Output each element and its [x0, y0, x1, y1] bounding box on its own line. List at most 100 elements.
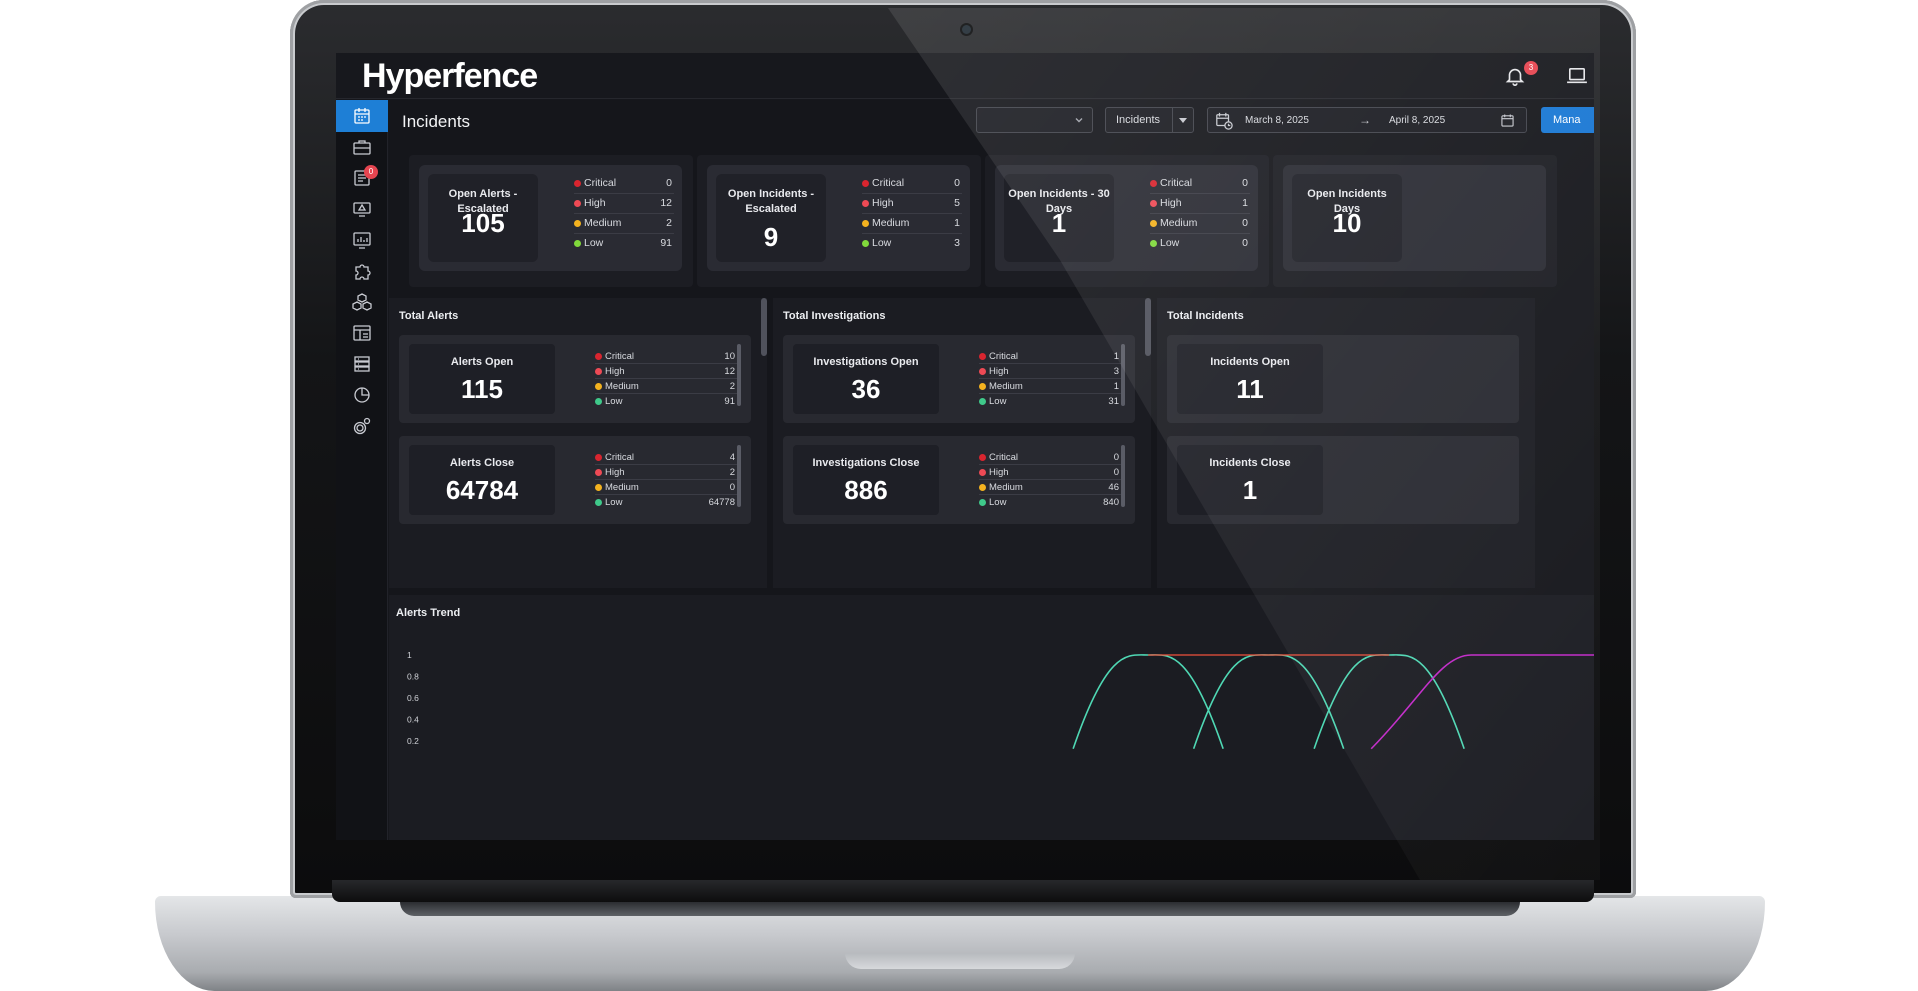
sidebar-item-incidents-nav[interactable]: [336, 100, 388, 132]
scrollbar-thumb[interactable]: [737, 344, 741, 406]
calendar-icon[interactable]: [1501, 114, 1514, 127]
total-summary: Investigations Close 886: [793, 445, 939, 515]
kpi-summary: Open Incidents - Escalated 9: [716, 174, 826, 262]
severity-dot-icon: [595, 383, 602, 390]
severity-row: High 1: [1150, 194, 1250, 214]
severity-name: High: [584, 197, 606, 209]
date-range-picker[interactable]: March 8, 2025 → April 8, 2025: [1207, 107, 1527, 133]
severity-name: Critical: [872, 177, 905, 189]
severity-name: Low: [584, 237, 604, 249]
filter-select[interactable]: [976, 107, 1093, 133]
manage-button[interactable]: Mana: [1541, 107, 1594, 133]
kpi-card[interactable]: Open Alerts - Escalated 105 Critical 0 H…: [409, 155, 693, 287]
kpi-value: 9: [763, 222, 779, 252]
severity-dot-icon: [862, 180, 869, 187]
severity-row: Critical 0: [862, 174, 962, 194]
severity-name: High: [1160, 197, 1182, 209]
total-label: Incidents Close: [1209, 457, 1291, 469]
severity-row: Medium 1: [862, 214, 962, 234]
severity-count: 64778: [708, 497, 735, 508]
severity-name: Low: [1160, 237, 1180, 249]
date-to[interactable]: April 8, 2025: [1389, 115, 1446, 126]
scrollbar-thumb[interactable]: [737, 445, 741, 507]
total-card[interactable]: Investigations Open 36 Critical 1 High 3…: [783, 335, 1135, 423]
severity-count: 3: [1113, 366, 1119, 377]
sidebar-badge: 0: [364, 165, 378, 179]
sidebar-item-settings-nav[interactable]: [336, 410, 388, 442]
total-label: Alerts Open: [450, 356, 514, 368]
severity-row: Medium 1: [979, 379, 1121, 394]
severity-row: Critical 0: [574, 174, 674, 194]
severity-name: High: [605, 467, 625, 478]
sidebar-item-assets-nav[interactable]: [336, 286, 388, 318]
severity-name: Critical: [605, 351, 635, 362]
severity-row: Low 0: [1150, 234, 1250, 254]
total-panel-title: Total Incidents: [1167, 310, 1244, 322]
severity-dot-icon: [979, 398, 986, 405]
page-title: Incidents: [402, 112, 471, 131]
total-card[interactable]: Incidents Open 11: [1167, 335, 1519, 423]
kpi-card[interactable]: Open Incidents - 30 Days 1 Critical 0 Hi…: [985, 155, 1269, 287]
camera-icon: [962, 25, 971, 34]
severity-breakdown: Critical 1 High 3 Medium 1 Low 31: [979, 349, 1121, 409]
scrollbar-thumb[interactable]: [1121, 445, 1125, 507]
severity-breakdown: Critical 0 High 1 Medium 0 Low 0: [1150, 174, 1250, 254]
severity-row: Medium 0: [595, 480, 737, 495]
date-from[interactable]: March 8, 2025: [1245, 115, 1309, 126]
severity-name: Medium: [989, 381, 1023, 392]
total-label: Investigations Open: [813, 356, 919, 368]
total-value: 886: [844, 475, 888, 505]
severity-name: Low: [605, 396, 623, 407]
calendar-grid-icon: [354, 108, 370, 124]
sidebar-item-servers-nav[interactable]: [336, 348, 388, 380]
y-tick-label: 0.8: [407, 672, 419, 682]
sidebar-item-dashboard-nav[interactable]: [336, 317, 388, 349]
severity-row: Medium 2: [595, 379, 737, 394]
severity-count: 1: [954, 217, 960, 229]
chart-title: Alerts Trend: [396, 607, 461, 619]
severity-count: 2: [666, 217, 672, 229]
panel-scrollbar[interactable]: [761, 298, 767, 356]
type-select[interactable]: Incidents: [1105, 107, 1194, 133]
sidebar: 0: [336, 100, 388, 840]
laptop-hinge: [332, 880, 1594, 902]
severity-dot-icon: [979, 353, 986, 360]
severity-row: High 12: [574, 194, 674, 214]
scrollbar-thumb[interactable]: [1121, 344, 1125, 406]
severity-dot-icon: [1150, 180, 1157, 187]
brand-logo[interactable]: Hyperfence: [362, 57, 538, 95]
sidebar-item-analytics-nav[interactable]: [336, 224, 388, 256]
kpi-label: Open Alerts - Escalated: [448, 188, 518, 215]
kpi-card[interactable]: Open Incidents - Escalated 9 Critical 0 …: [697, 155, 981, 287]
total-card[interactable]: Incidents Close 1: [1167, 436, 1519, 524]
top-bar: Hyperfence 3: [336, 53, 1594, 99]
total-card[interactable]: Alerts Close 64784 Critical 4 High 2 Med…: [399, 436, 751, 524]
puzzle-icon: [355, 264, 371, 280]
monitor-icon[interactable]: [1566, 67, 1588, 85]
alerts-trend-chart: 1 0.8 0.6 0.4 0.2: [407, 650, 1594, 750]
kpi-card-body: Open Incidents - Escalated 9 Critical 0 …: [707, 165, 970, 271]
severity-breakdown: Critical 0 High 5 Medium 1 Low 3: [862, 174, 962, 254]
sidebar-item-monitor-alert-nav[interactable]: [336, 193, 388, 225]
total-card[interactable]: Alerts Open 115 Critical 10 High 12 Medi…: [399, 335, 751, 423]
total-card[interactable]: Investigations Close 886 Critical 0 High…: [783, 436, 1135, 524]
severity-breakdown: Critical 4 High 2 Medium 0 Low 64778: [595, 450, 737, 510]
severity-count: 10: [724, 351, 735, 362]
caret-down-icon[interactable]: [1179, 118, 1187, 123]
severity-count: 1: [1113, 351, 1119, 362]
notification-count-badge: 3: [1524, 61, 1538, 75]
severity-count: 12: [724, 366, 735, 377]
severity-name: High: [605, 366, 625, 377]
sidebar-item-cases-nav[interactable]: [336, 131, 388, 163]
sidebar-item-integrations-nav[interactable]: [336, 255, 388, 287]
severity-count: 0: [1113, 452, 1119, 463]
severity-dot-icon: [595, 368, 602, 375]
kpi-card[interactable]: Open Incidents Days 10: [1273, 155, 1557, 287]
sidebar-item-alerts-list-nav[interactable]: 0: [336, 162, 388, 194]
total-value: 115: [461, 374, 503, 404]
notification-bell-icon[interactable]: [1504, 65, 1526, 87]
panel-scrollbar[interactable]: [1145, 298, 1151, 356]
y-tick-label: 1: [407, 650, 412, 660]
severity-dot-icon: [595, 353, 602, 360]
sidebar-item-reports-nav[interactable]: [336, 379, 388, 411]
